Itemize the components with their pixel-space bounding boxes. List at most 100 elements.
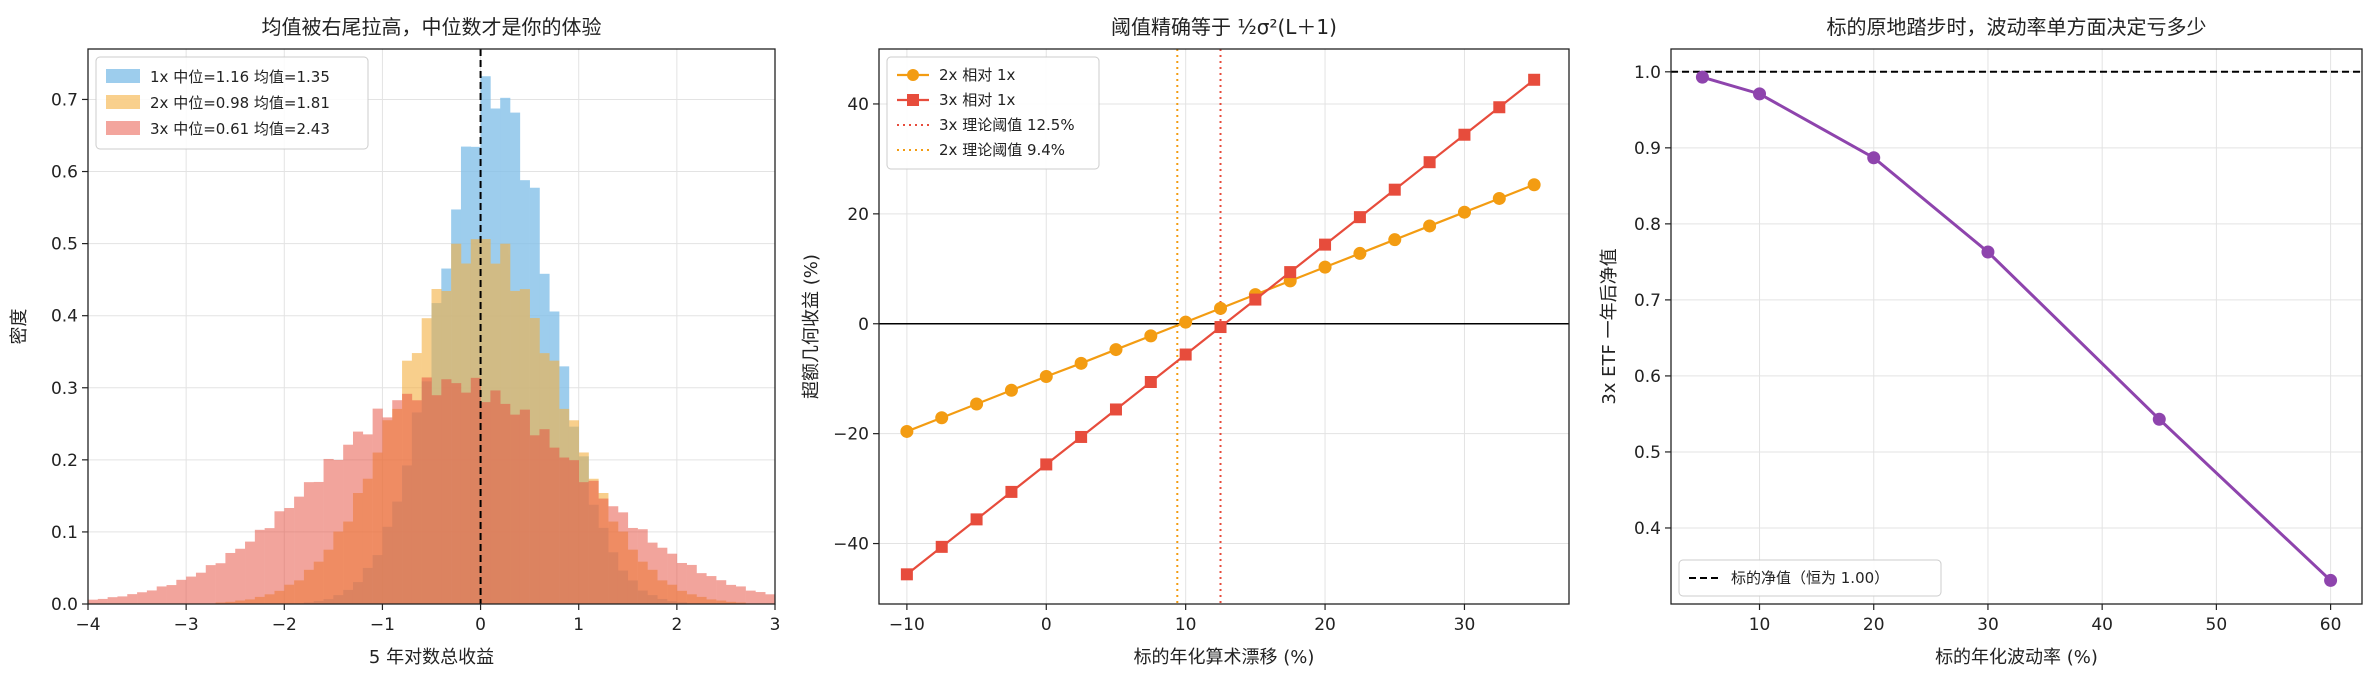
histograms xyxy=(88,76,775,604)
legend-marker xyxy=(907,94,919,106)
x-tick-label: 50 xyxy=(2206,615,2228,635)
legend: 1x 中位=1.16 均值=1.35 2x 中位=0.98 均值=1.81 3x 中… xyxy=(95,56,369,150)
gridlines xyxy=(1671,49,2362,604)
histogram-bar xyxy=(97,598,108,604)
histogram-bar xyxy=(421,377,432,604)
histogram-bar xyxy=(107,597,118,604)
histogram-bar xyxy=(686,564,697,604)
ticks: −4 −3 −2 −1 0 1 2 3 0.0 0.1 0.2 0.3 0.4 0.5 0.6 0.7 xyxy=(51,90,780,635)
legend-box xyxy=(886,56,1100,170)
y-tick-label: 0.6 xyxy=(1634,367,1661,387)
data-point xyxy=(1179,348,1192,361)
y-tick-label: 0.7 xyxy=(51,90,78,110)
histogram-bar xyxy=(647,542,658,604)
histogram-bar xyxy=(490,390,501,604)
y-axis-label: 3x ETF 一年后净值 xyxy=(1599,248,1620,404)
y-tick-label: 0.5 xyxy=(1634,443,1661,463)
x-tick-label: 10 xyxy=(1175,615,1197,635)
x-tick-label: −1 xyxy=(370,615,395,635)
series-1 xyxy=(1695,70,2338,587)
y-tick-label: 0.2 xyxy=(51,451,78,471)
x-tick-label: 1 xyxy=(573,615,584,635)
ticks: 10 20 30 40 50 60 0.4 0.5 0.6 0.7 0.8 0.9 1.0 xyxy=(1634,63,2341,635)
histogram-bar xyxy=(411,400,422,604)
legend-swatch xyxy=(106,121,140,135)
data-point xyxy=(1039,370,1053,384)
data-point xyxy=(935,411,949,425)
data-point xyxy=(1528,73,1541,86)
histogram-bar xyxy=(352,431,364,604)
histogram-bar xyxy=(372,408,383,604)
ticks: −10 0 10 20 30 −40 −20 0 20 40 xyxy=(833,95,1475,635)
y-tick-label: 20 xyxy=(847,205,869,225)
chart-title: 阈值精确等于 ½σ²(L＋1) xyxy=(1111,15,1337,39)
x-tick-label: 30 xyxy=(1977,615,1999,635)
data-point xyxy=(2324,573,2338,587)
histogram-bar xyxy=(500,403,511,604)
histogram-bar xyxy=(608,506,619,604)
histogram-bar xyxy=(755,592,766,604)
data-point xyxy=(1867,151,1881,165)
histogram-series-3 xyxy=(88,377,775,604)
data-point xyxy=(1109,403,1122,416)
y-tick-label: 0.1 xyxy=(51,523,78,543)
histogram-bar xyxy=(382,417,393,604)
data-point xyxy=(1040,458,1053,471)
histogram-bar xyxy=(676,562,687,604)
data-point xyxy=(900,568,913,581)
histogram-bar xyxy=(205,565,216,604)
data-point xyxy=(1423,156,1436,169)
data-point xyxy=(1249,293,1262,306)
data-point xyxy=(1353,246,1367,260)
y-tick-label: 0 xyxy=(858,315,869,335)
legend-label: 2x 相对 1x xyxy=(939,66,1016,84)
legend-label: 标的净值（恒为 1.00） xyxy=(1731,569,1889,587)
histogram-bar xyxy=(343,444,354,604)
histogram-bar xyxy=(480,402,491,604)
histogram-bar xyxy=(117,596,128,604)
histogram-bar xyxy=(235,548,246,604)
x-tick-label: −10 xyxy=(889,615,925,635)
histogram-bar xyxy=(362,434,373,604)
histogram-bar xyxy=(186,576,197,604)
histogram-bar xyxy=(627,527,638,604)
x-axis-label: 标的年化算术漂移 (%) xyxy=(1134,647,1315,668)
data-point xyxy=(1353,211,1366,224)
data-point xyxy=(935,540,948,553)
y-tick-label: 0.6 xyxy=(51,163,78,183)
histogram-bar xyxy=(716,580,727,604)
data-point xyxy=(970,397,984,411)
histogram-bar xyxy=(254,529,265,604)
histogram-bar xyxy=(323,458,334,604)
histogram-bar xyxy=(156,586,167,604)
legend: 2x 相对 1x 3x 相对 1x 3x 理论阈值 12.5% 2x 理论阈值 9.4… xyxy=(886,56,1100,170)
legend-label: 3x 理论阈值 12.5% xyxy=(939,116,1075,134)
x-tick-label: 20 xyxy=(1314,615,1336,635)
histogram-bar xyxy=(657,547,668,604)
legend-label: 2x 中位=0.98 均值=1.81 xyxy=(150,94,330,112)
data-point xyxy=(1458,128,1471,141)
histogram-bar xyxy=(166,585,177,604)
y-tick-label: 0.9 xyxy=(1634,139,1661,159)
histogram-bar xyxy=(745,590,756,604)
histogram-bar xyxy=(88,599,99,604)
chart-title: 均值被右尾拉高，中位数才是你的体验 xyxy=(262,15,602,39)
legend-swatch xyxy=(106,69,140,83)
x-tick-label: 30 xyxy=(1454,615,1476,635)
histogram-bar xyxy=(402,393,413,604)
data-point xyxy=(1004,383,1018,397)
histogram-bar xyxy=(568,460,580,604)
x-tick-label: 20 xyxy=(1863,615,1885,635)
series-1 xyxy=(900,178,1541,438)
data-point xyxy=(1388,233,1402,247)
histogram-bar xyxy=(735,586,746,604)
histogram-bar xyxy=(706,576,717,604)
histogram-bar xyxy=(431,395,442,604)
legend: 标的净值（恒为 1.00） xyxy=(1678,559,1942,597)
data-point xyxy=(1457,205,1471,219)
legend-box xyxy=(1678,559,1942,597)
y-tick-label: 0.4 xyxy=(51,307,78,327)
histogram-bar xyxy=(225,552,236,604)
y-tick-label: 0.8 xyxy=(1634,215,1661,235)
